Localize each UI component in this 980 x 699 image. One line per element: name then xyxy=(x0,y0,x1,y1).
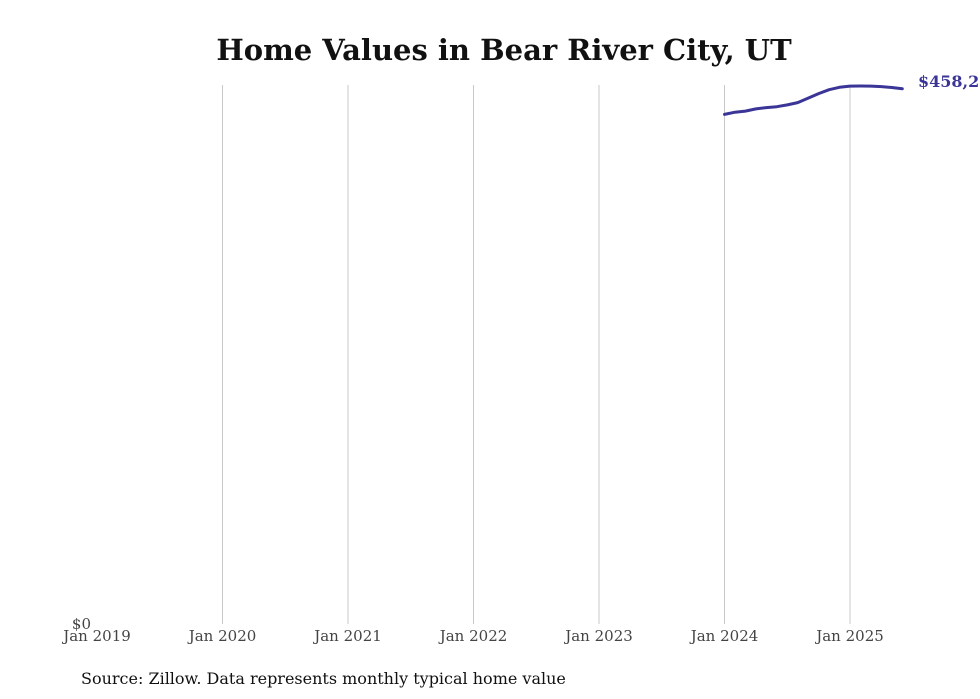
x-tick-label: Jan 2021 xyxy=(312,627,382,645)
y-axis: $0 xyxy=(72,615,91,633)
series-layer: $458,2 xyxy=(723,72,979,116)
x-tick-label: Jan 2022 xyxy=(438,627,508,645)
x-tick-label: Jan 2020 xyxy=(187,627,257,645)
end-value-label: $458,2 xyxy=(918,72,979,91)
series-line xyxy=(723,84,904,116)
x-tick-label: Jan 2024 xyxy=(689,627,759,645)
x-tick-label: Jan 2025 xyxy=(814,627,884,645)
chart-title: Home Values in Bear River City, UT xyxy=(216,33,792,67)
grid-layer xyxy=(222,85,851,624)
x-tick-label: Jan 2023 xyxy=(563,627,633,645)
x-tick-label: Jan 2019 xyxy=(61,627,131,645)
x-axis: Jan 2019 Jan 2020 Jan 2021 Jan 2022 Jan 2023… xyxy=(61,627,884,645)
y-tick-label: $0 xyxy=(72,615,91,633)
source-note: Source: Zillow. Data represents monthly … xyxy=(81,669,566,688)
